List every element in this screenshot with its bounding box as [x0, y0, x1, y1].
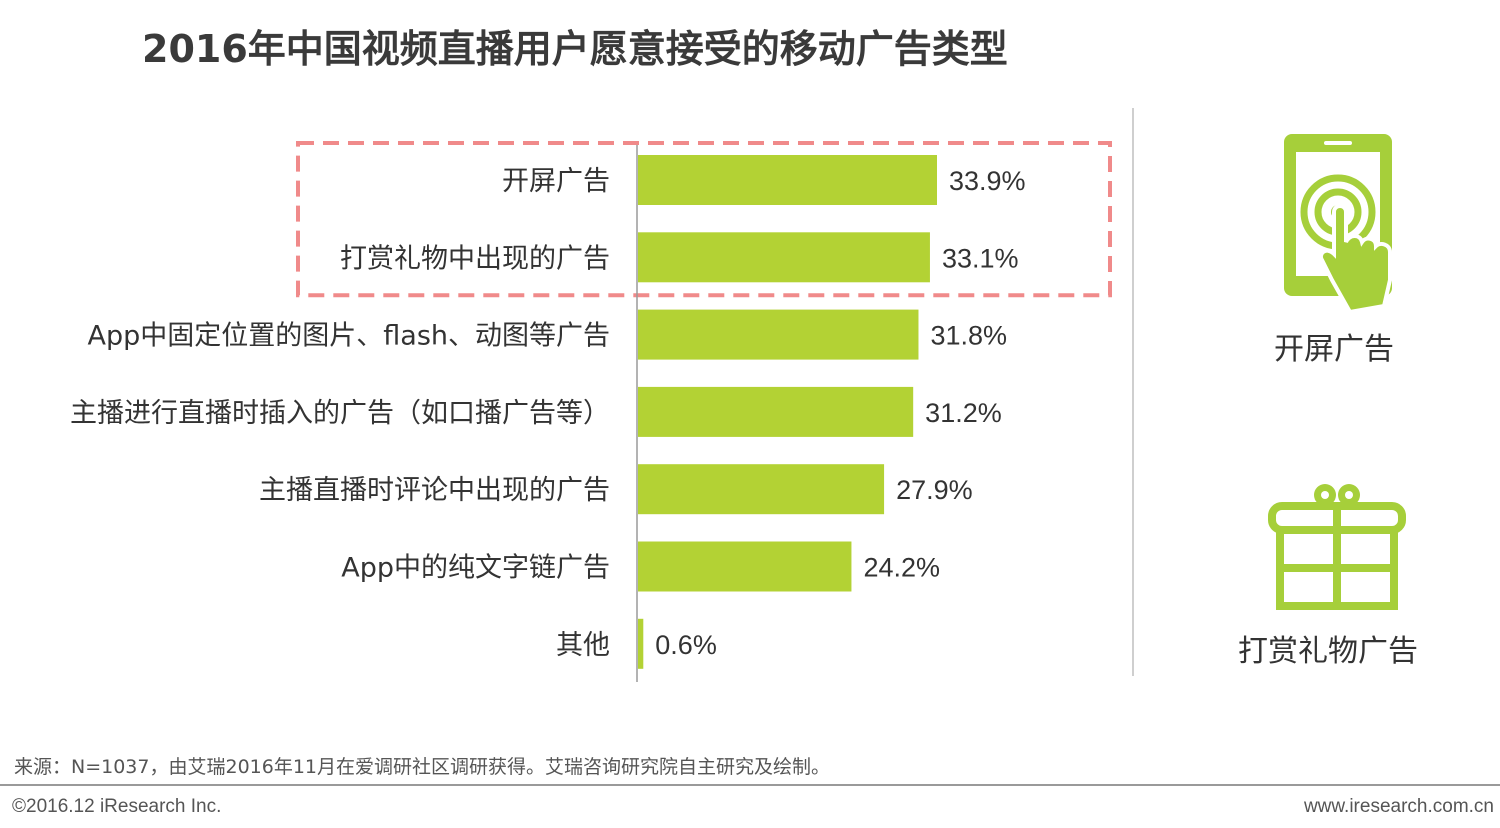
value-label-5: 24.2% [863, 553, 940, 583]
vertical-divider [1132, 108, 1134, 676]
value-label-0: 33.9% [949, 166, 1026, 196]
bar-1 [638, 232, 930, 283]
category-label-6: 其他 [556, 630, 610, 661]
category-label-5: App中的纯文字链广告 [341, 553, 610, 584]
value-label-1: 33.1% [942, 243, 1019, 273]
category-label-2: App中固定位置的图片、flash、动图等广告 [88, 321, 610, 352]
value-label-2: 31.8% [930, 321, 1007, 351]
bar-4 [638, 464, 885, 515]
category-label-1: 打赏礼物中出现的广告 [340, 243, 610, 274]
value-label-4: 27.9% [896, 475, 973, 505]
bar-2 [638, 309, 919, 360]
value-label-6: 0.6% [655, 630, 717, 660]
category-label-3: 主播进行直播时插入的广告（如口播广告等） [70, 398, 610, 429]
value-label-3: 31.2% [925, 398, 1002, 428]
source-note: 来源：N=1037，由艾瑞2016年11月在爱调研社区调研获得。艾瑞咨询研究院自… [14, 756, 831, 778]
highlight-box [296, 141, 1112, 298]
category-label-0: 开屏广告 [502, 166, 610, 197]
page-title: 2016年中国视频直播用户愿意接受的移动广告类型 [142, 27, 1008, 71]
bar-5 [638, 541, 852, 592]
bar-6 [638, 618, 644, 669]
bar-chart: 33.9% 开屏广告 33.1% 打赏礼物中出现的广告 31.8% App中固定位置的图片… [70, 141, 1112, 682]
copyright: ©2016.12 iResearch Inc. [12, 796, 222, 817]
phone-tap-icon [1284, 134, 1392, 312]
bar-3 [638, 386, 914, 437]
category-label-4: 主播直播时评论中出现的广告 [259, 475, 610, 506]
footer-divider [0, 784, 1500, 786]
side-label-splash: 开屏广告 [1274, 332, 1394, 367]
bar-0 [638, 155, 937, 205]
side-label-gift: 打赏礼物广告 [1238, 634, 1418, 669]
website-link: www.iresearch.com.cn [1303, 796, 1494, 817]
gift-icon [1268, 484, 1406, 610]
